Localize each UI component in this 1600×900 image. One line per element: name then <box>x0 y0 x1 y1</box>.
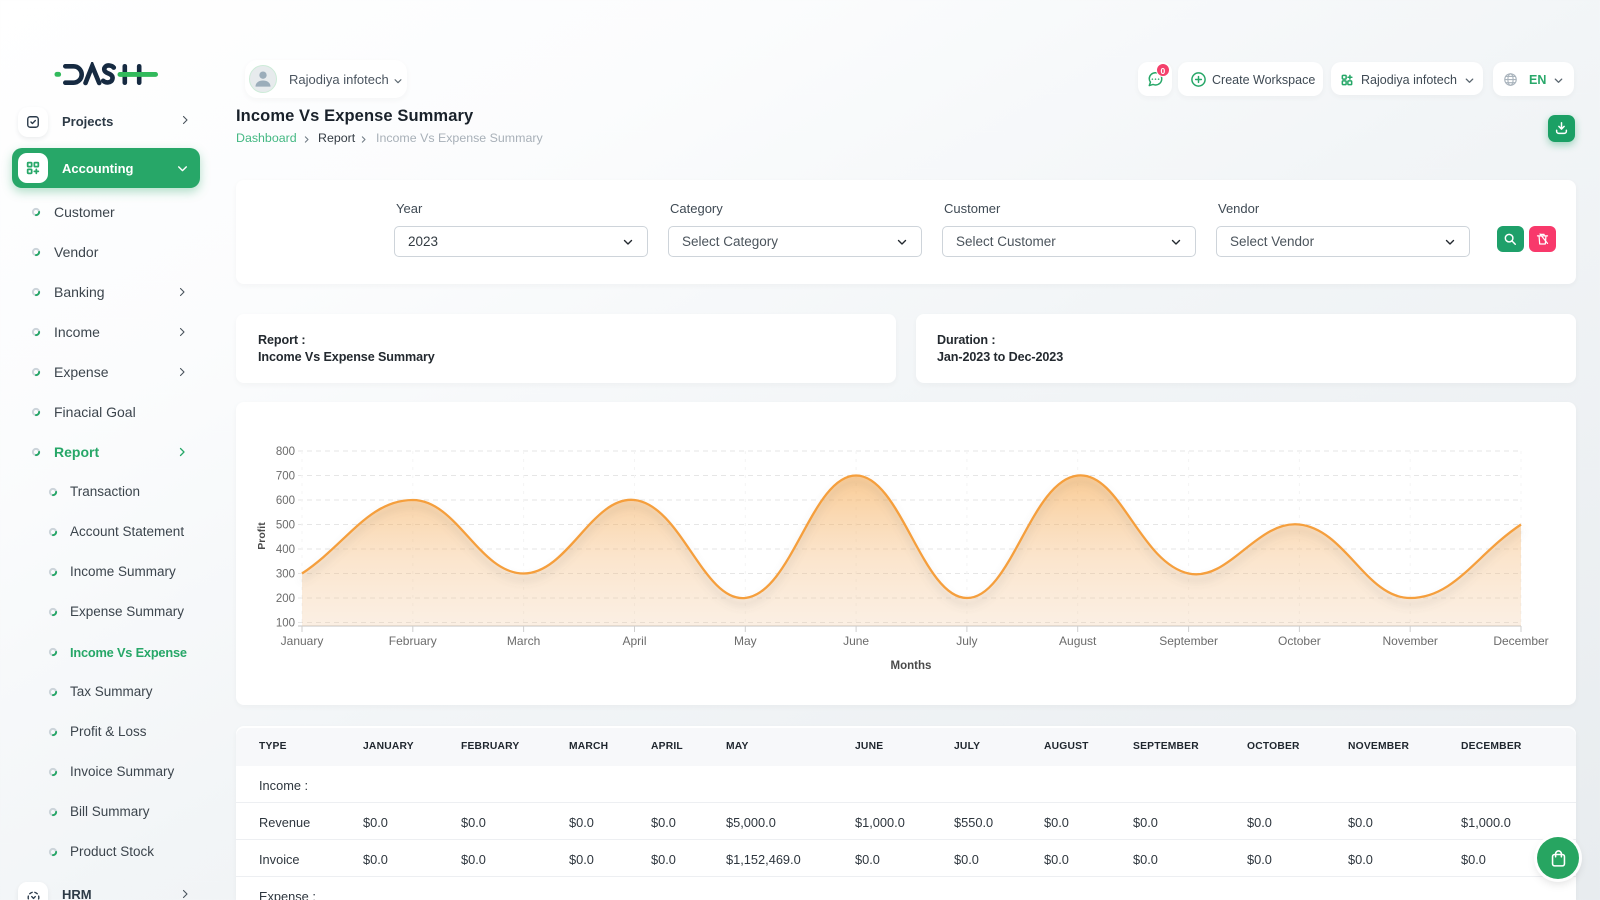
svg-text:Profit: Profit <box>256 522 268 550</box>
svg-text:April: April <box>622 634 646 648</box>
svg-text:600: 600 <box>276 495 295 507</box>
svg-text:July: July <box>956 634 977 648</box>
svg-text:January: January <box>281 634 324 648</box>
svg-text:700: 700 <box>276 471 295 483</box>
svg-text:June: June <box>843 634 869 648</box>
svg-text:December: December <box>1493 634 1548 648</box>
svg-text:300: 300 <box>276 569 295 581</box>
svg-text:November: November <box>1383 634 1438 648</box>
svg-text:Months: Months <box>891 660 932 672</box>
svg-text:February: February <box>389 634 437 648</box>
svg-text:500: 500 <box>276 520 295 532</box>
svg-text:October: October <box>1278 634 1321 648</box>
svg-text:August: August <box>1059 634 1097 648</box>
svg-text:800: 800 <box>276 446 295 458</box>
svg-text:400: 400 <box>276 544 295 556</box>
svg-text:September: September <box>1159 634 1218 648</box>
svg-text:March: March <box>507 634 540 648</box>
svg-text:May: May <box>734 634 757 648</box>
svg-text:100: 100 <box>276 618 295 630</box>
svg-text:200: 200 <box>276 593 295 605</box>
